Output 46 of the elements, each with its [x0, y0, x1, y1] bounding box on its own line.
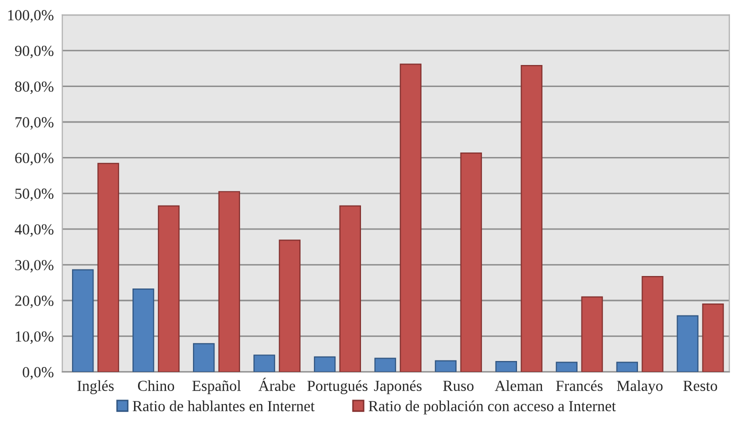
bar — [192, 343, 215, 372]
y-tick-label: 100,0% — [8, 10, 54, 23]
x-tick-label: Resto — [683, 380, 718, 391]
y-tick-label: 40,0% — [14, 224, 54, 237]
bar — [702, 304, 724, 372]
bar — [676, 315, 698, 372]
bar — [132, 288, 154, 372]
bar — [253, 354, 276, 372]
x-tick-label: Malayo — [616, 380, 663, 394]
bar — [495, 360, 518, 372]
bar — [158, 205, 180, 372]
bar — [218, 191, 240, 372]
y-tick-label: 20,0% — [15, 296, 54, 308]
bar — [581, 296, 603, 372]
y-tick-label: 10,0% — [16, 331, 54, 344]
bar — [314, 356, 336, 372]
y-tick-label: 30,0% — [15, 260, 54, 272]
x-tick-label: Inglés — [77, 380, 114, 394]
x-tick-label: Aleman — [494, 380, 543, 391]
x-tick-label: Español — [192, 380, 241, 394]
bar — [616, 362, 638, 372]
bar — [642, 276, 664, 372]
bar — [434, 360, 457, 372]
bar — [374, 358, 396, 372]
bar — [97, 162, 120, 372]
y-tick-label: 90,0% — [15, 46, 54, 58]
bar — [400, 64, 422, 372]
bar — [460, 152, 482, 372]
y-tick-label: 60,0% — [15, 152, 54, 166]
y-tick-label: 50,0% — [15, 188, 54, 202]
y-tick-label: 80,0% — [15, 81, 54, 94]
x-tick-label: Japonés — [374, 380, 422, 394]
bar — [278, 240, 301, 372]
y-tick-label: 70,0% — [16, 117, 54, 130]
x-tick-label: Portugués — [307, 380, 368, 394]
bar — [520, 65, 542, 372]
x-tick-label: Chino — [138, 380, 174, 391]
bar — [72, 269, 94, 372]
x-tick-label: Árabe — [258, 378, 296, 391]
x-tick-label: Ruso — [443, 380, 474, 391]
legend-label: Ratio de población con acceso a Internet — [368, 400, 616, 414]
y-tick-label: 0,0% — [22, 367, 54, 380]
x-tick-label: Francés — [556, 380, 603, 391]
bar — [339, 205, 361, 372]
bar — [556, 362, 578, 372]
legend-label: Ratio de hablantes en Internet — [132, 400, 315, 412]
